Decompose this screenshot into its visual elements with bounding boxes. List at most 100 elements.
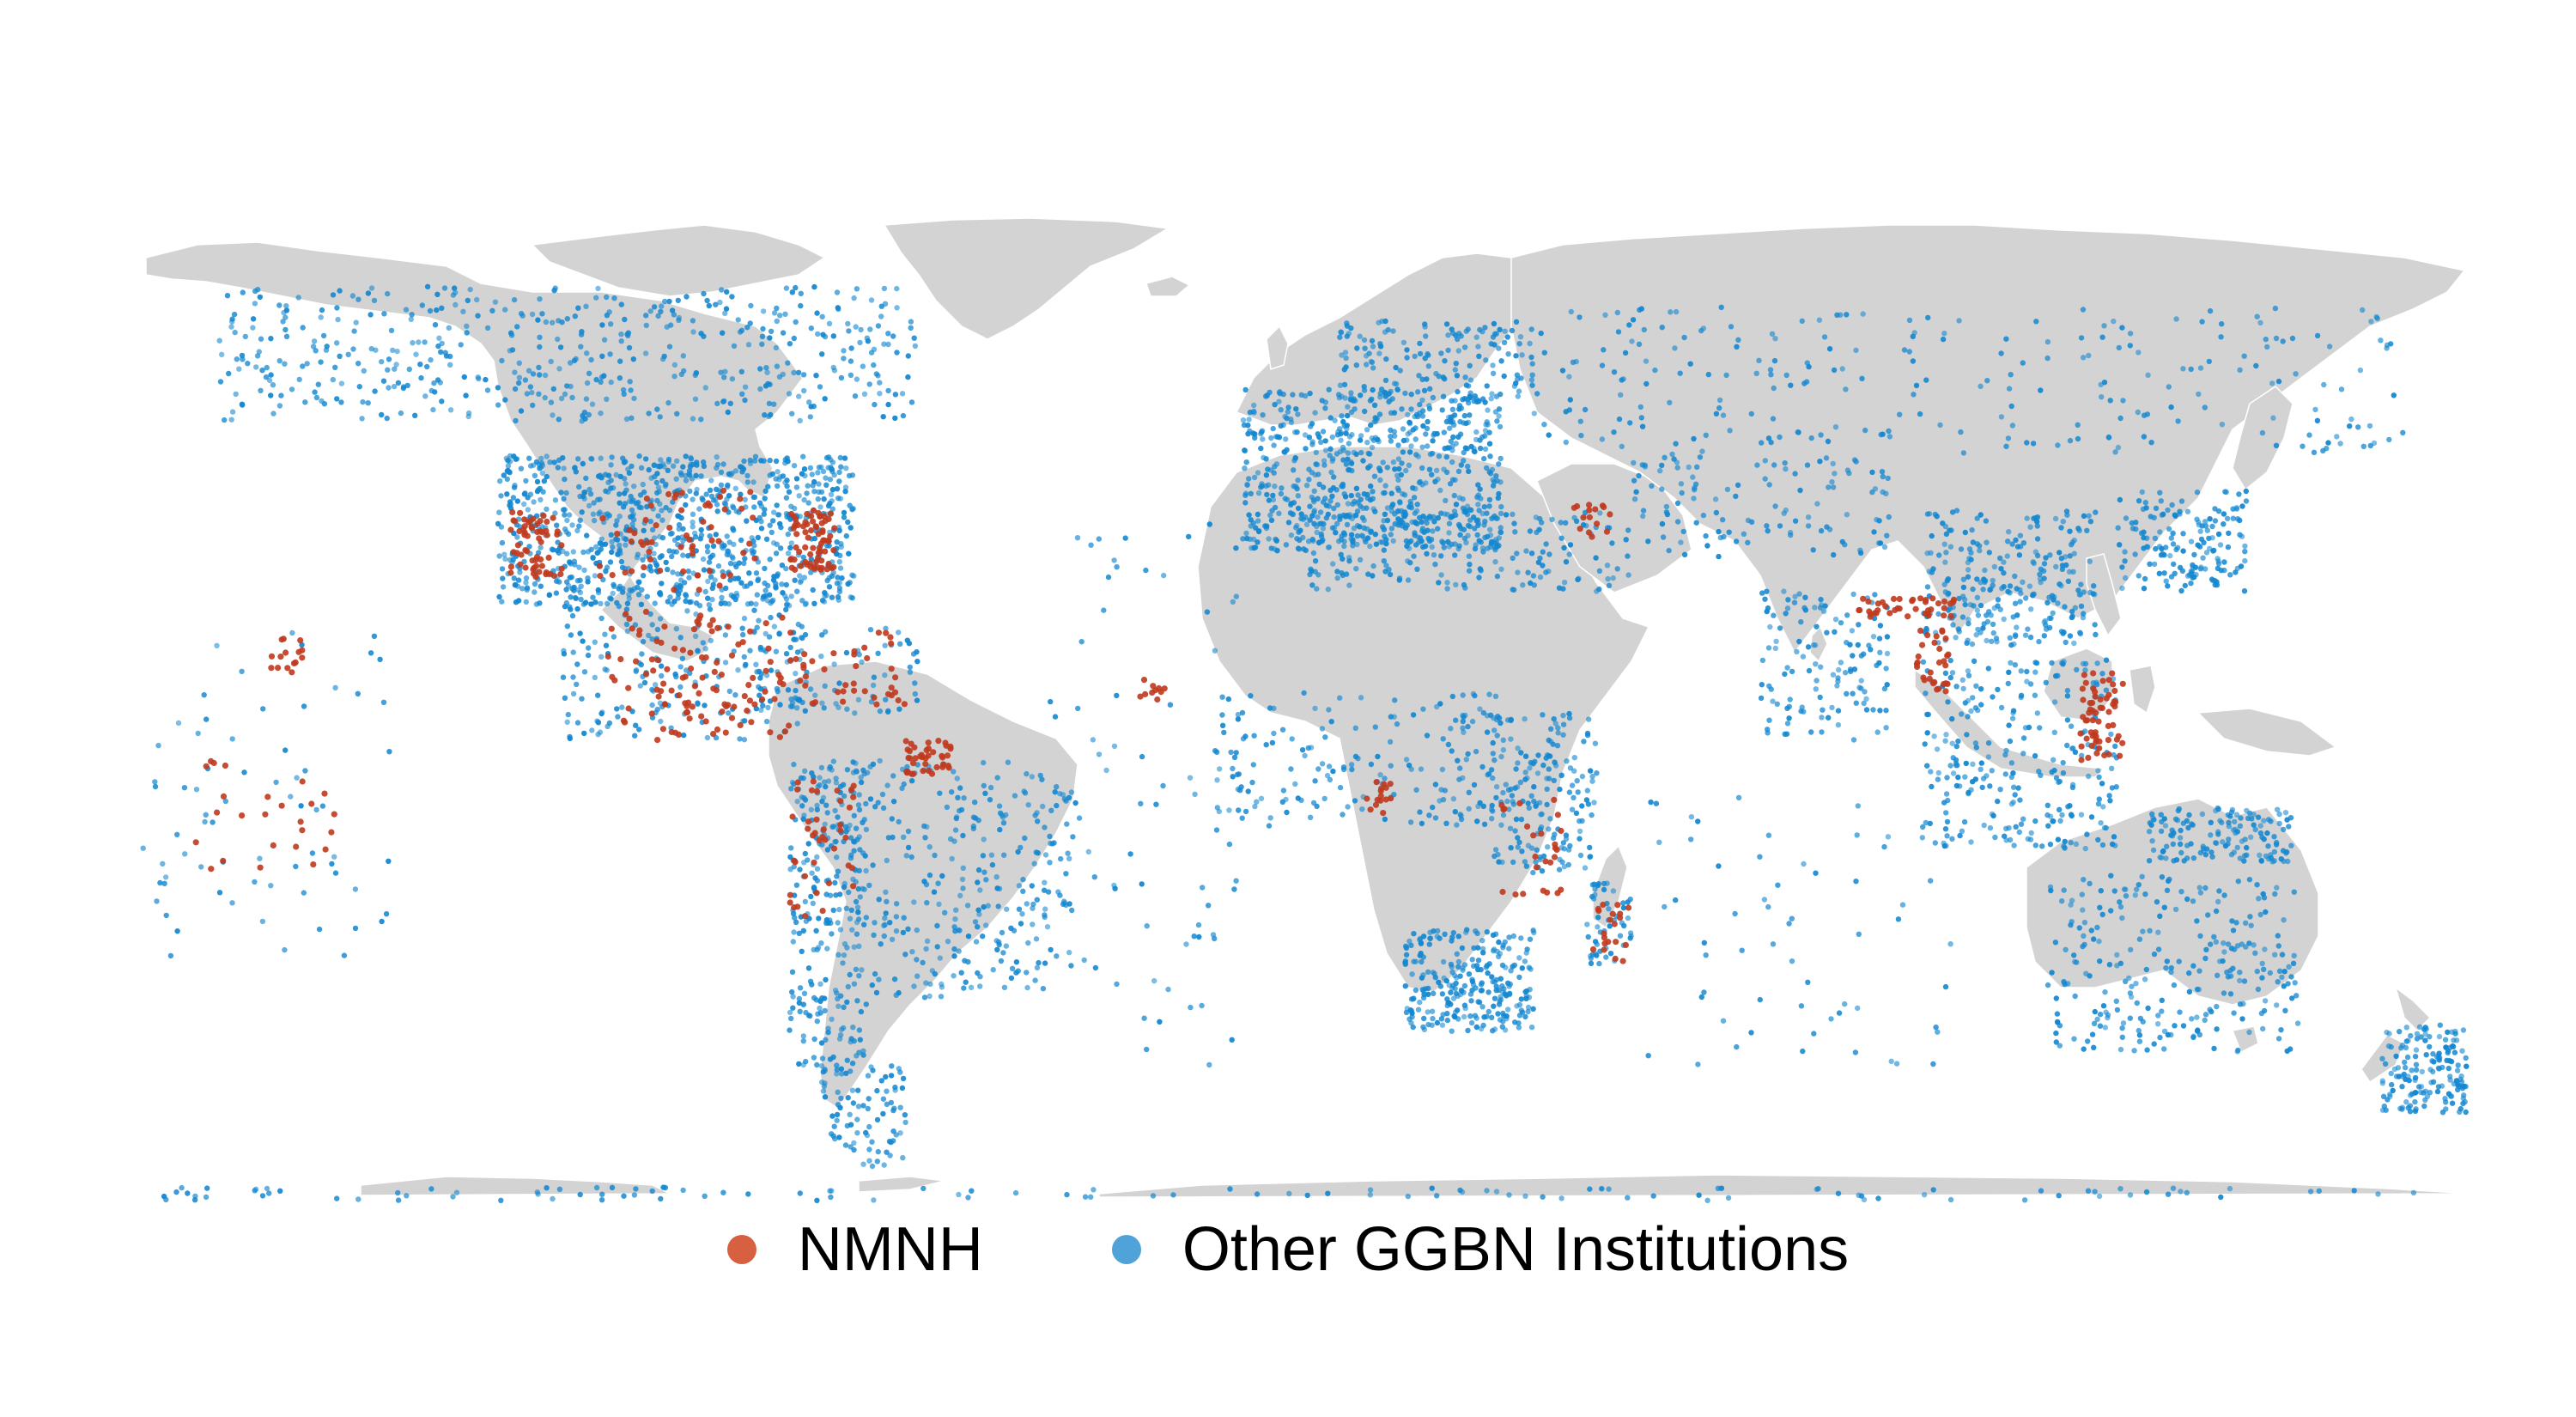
other-ggbn-point	[1484, 929, 1491, 935]
other-ggbn-point	[1044, 924, 1051, 930]
other-ggbn-point	[1533, 859, 1539, 865]
other-ggbn-point	[690, 318, 696, 324]
other-ggbn-point	[2135, 409, 2141, 416]
other-ggbn-point	[1991, 563, 1998, 570]
other-ggbn-point	[1361, 337, 1368, 344]
other-ggbn-point	[224, 293, 231, 299]
other-ggbn-point	[447, 362, 453, 368]
other-ggbn-point	[905, 828, 912, 835]
other-ggbn-point	[811, 885, 817, 891]
other-ggbn-point	[1382, 318, 1388, 325]
other-ggbn-point	[657, 700, 664, 706]
other-ggbn-point	[722, 310, 728, 316]
other-ggbn-point	[353, 319, 359, 325]
other-ggbn-point	[564, 316, 570, 322]
other-ggbn-point	[856, 806, 863, 813]
other-ggbn-point	[1614, 309, 1621, 316]
other-ggbn-point	[1400, 426, 1406, 432]
other-ggbn-point	[1404, 355, 1410, 361]
other-ggbn-point	[1445, 347, 1451, 354]
other-ggbn-point	[726, 539, 732, 545]
other-ggbn-point	[1820, 608, 1827, 614]
other-ggbn-point	[1388, 714, 1394, 720]
other-ggbn-point	[1419, 376, 1425, 382]
other-ggbn-point	[1990, 621, 1996, 628]
other-ggbn-point	[582, 416, 588, 422]
other-ggbn-point	[747, 320, 753, 326]
other-ggbn-point	[980, 853, 987, 859]
other-ggbn-point	[896, 706, 902, 712]
other-ggbn-point	[987, 784, 994, 791]
other-ggbn-point	[708, 637, 714, 644]
other-ggbn-point	[1382, 511, 1388, 517]
other-ggbn-point	[1547, 816, 1553, 822]
other-ggbn-point	[1427, 935, 1434, 941]
other-ggbn-point	[438, 349, 444, 356]
other-ggbn-point	[852, 839, 858, 845]
other-ggbn-point	[1235, 711, 1242, 718]
other-ggbn-point	[1499, 962, 1506, 969]
other-ggbn-point	[851, 573, 857, 579]
other-ggbn-point	[704, 549, 711, 555]
other-ggbn-point	[1334, 502, 1341, 508]
other-ggbn-point	[1816, 317, 1823, 323]
other-ggbn-point	[1590, 896, 1597, 902]
other-ggbn-point	[1454, 951, 1461, 958]
other-ggbn-point	[834, 1117, 840, 1123]
other-ggbn-point	[571, 584, 577, 591]
other-ggbn-point	[1519, 965, 1526, 971]
other-ggbn-point	[2123, 515, 2129, 521]
other-ggbn-point	[1340, 483, 1346, 490]
other-ggbn-point	[1856, 622, 1862, 628]
other-ggbn-point	[1408, 443, 1414, 449]
other-ggbn-point	[1451, 492, 1458, 499]
other-ggbn-point	[1475, 999, 1481, 1005]
other-ggbn-point	[2212, 518, 2219, 524]
other-ggbn-point	[1285, 409, 1291, 415]
other-ggbn-point	[1461, 982, 1468, 989]
other-ggbn-point	[2209, 523, 2215, 530]
other-ggbn-point	[1377, 391, 1383, 397]
other-ggbn-point	[1947, 544, 1954, 550]
other-ggbn-point	[1219, 712, 1225, 718]
other-ggbn-point	[1249, 544, 1255, 551]
other-ggbn-point	[1735, 482, 1741, 489]
other-ggbn-point	[714, 508, 720, 514]
other-ggbn-point	[2173, 316, 2179, 322]
other-ggbn-point	[1040, 986, 1047, 992]
other-ggbn-point	[823, 783, 829, 790]
other-ggbn-point	[798, 578, 805, 584]
other-ggbn-point	[739, 625, 745, 631]
other-ggbn-point	[810, 587, 816, 593]
other-ggbn-point	[878, 941, 884, 947]
other-ggbn-point	[1471, 781, 1478, 788]
other-ggbn-point	[661, 353, 667, 360]
other-ggbn-point	[1943, 550, 1949, 556]
other-ggbn-point	[608, 532, 614, 538]
other-ggbn-point	[1455, 348, 1462, 354]
other-ggbn-point	[1438, 572, 1444, 578]
other-ggbn-point	[1452, 541, 1458, 547]
other-ggbn-point	[1435, 526, 1441, 532]
other-ggbn-point	[1453, 581, 1459, 588]
other-ggbn-point	[2087, 519, 2094, 525]
other-ggbn-point	[2368, 319, 2374, 325]
other-ggbn-point	[2065, 578, 2072, 584]
other-ggbn-point	[1592, 740, 1599, 746]
other-ggbn-point	[786, 391, 793, 397]
other-ggbn-point	[1874, 729, 1880, 735]
other-ggbn-point	[2156, 544, 2163, 550]
other-ggbn-point	[833, 838, 839, 845]
other-ggbn-point	[718, 469, 725, 476]
other-ggbn-point	[1872, 592, 1878, 598]
other-ggbn-point	[854, 376, 860, 382]
other-ggbn-point	[720, 330, 726, 336]
other-ggbn-point	[1766, 482, 1772, 488]
other-ggbn-point	[2008, 372, 2014, 378]
other-ggbn-point	[1559, 859, 1565, 865]
other-ggbn-point	[1429, 1022, 1435, 1028]
other-ggbn-point	[499, 539, 506, 546]
other-ggbn-point	[767, 335, 773, 341]
other-ggbn-point	[836, 680, 842, 686]
other-ggbn-point	[870, 862, 876, 868]
